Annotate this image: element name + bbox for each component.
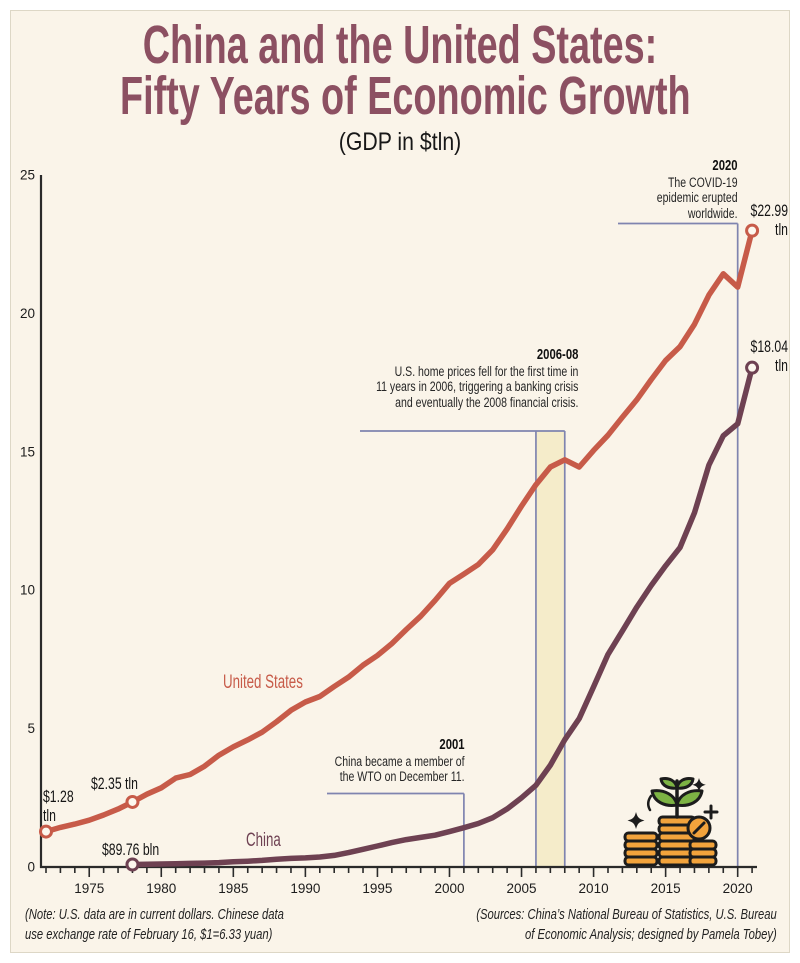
plant-icon — [647, 777, 704, 819]
y-tick-label: 5 — [27, 721, 35, 736]
annotation-covid-line: worldwide. — [688, 205, 738, 221]
annotation-covid-year: 2020 — [712, 158, 738, 174]
data-marker — [125, 794, 140, 809]
sparkle-icons — [627, 778, 719, 829]
us-line — [43, 227, 755, 835]
chart-layer: 1975 1980 1985 1990 1995 2000 2005 2010 2015 2020… — [20, 168, 760, 896]
annotation-crisis-line: and eventually the 2008 financial crisis… — [394, 394, 578, 410]
annotation-crisis-line: 11 years in 2006, triggering a banking c… — [375, 379, 578, 394]
annotation-covid-2020: 2020 The COVID-19 epidemic erupted world… — [657, 158, 738, 221]
annotation-wto-2001: 2001 China became a member of the WTO on… — [335, 737, 465, 785]
annotation-crisis-line: U.S. home prices fell for the first time… — [394, 363, 578, 379]
x-tick-label: 2005 — [507, 881, 537, 896]
annotation-crisis-year: 2006-08 — [536, 347, 578, 363]
poster-subtitle: (GDP in $tln) — [338, 128, 462, 156]
title-line-2: Fifty Years of Economic Growth — [120, 66, 691, 126]
x-tick-label: 1980 — [146, 881, 176, 896]
x-tick-label: 1995 — [362, 881, 392, 896]
annotation-wto-year: 2001 — [439, 737, 465, 753]
x-tick-label: 2000 — [434, 881, 464, 896]
annotation-covid-line: The COVID-19 — [668, 174, 738, 190]
x-tick-label: 1985 — [218, 881, 248, 896]
footnote-note-line: use exchange rate of February 16, $1=6.3… — [25, 925, 273, 943]
x-tick-label: 2015 — [651, 881, 681, 896]
series-label-china: China — [246, 830, 281, 851]
value-label-china-2021: $18.04 tln — [751, 337, 788, 375]
money-growth-icon — [623, 777, 719, 867]
value-label-us-1972-amount: $1.28 — [43, 787, 74, 806]
y-tick-label: 20 — [20, 306, 35, 321]
value-label-us-2021: $22.99 tln — [751, 201, 788, 239]
value-label-us-2021-amount: $22.99 — [750, 201, 788, 220]
value-label-us-1972-unit: tln — [43, 806, 56, 825]
value-label-china-1978: $89.76 bln — [102, 840, 160, 859]
annotation-wto-line: China became a member of — [335, 753, 465, 769]
china-line — [129, 364, 755, 868]
series-label-united-states: United States — [223, 672, 303, 693]
coin-stack-left — [623, 831, 659, 867]
value-label-us-1978: $2.35 tln — [91, 774, 138, 793]
footnote-note-line: (Note: U.S. data are in current dollars.… — [25, 906, 284, 923]
value-label-china-2021-amount: $18.04 — [750, 337, 788, 356]
x-tick-label: 2010 — [579, 881, 609, 896]
value-label-china-2021-unit: tln — [775, 356, 788, 375]
footnote-note: (Note: U.S. data are in current dollars.… — [25, 905, 284, 944]
data-marker — [125, 857, 140, 872]
data-marker — [745, 360, 760, 375]
poster-title: China and the United States: Fifty Years… — [120, 15, 691, 126]
crisis-band — [535, 431, 565, 867]
annotation-covid-line: epidemic erupted — [657, 190, 738, 205]
footnote-sources-line: (Sources: China’s National Bureau of Sta… — [476, 906, 777, 923]
data-marker — [745, 223, 760, 238]
annotation-wto-line: the WTO on December 11. — [340, 769, 465, 784]
y-tick-label: 0 — [27, 860, 35, 875]
coin-stack-middle — [657, 815, 697, 867]
data-marker — [39, 824, 53, 839]
value-label-us-1972: $1.28 tln — [43, 787, 74, 825]
title-line-1: China and the United States: — [142, 15, 658, 75]
x-tick-label: 1990 — [290, 881, 320, 896]
footnote-sources: (Sources: China’s National Bureau of Sta… — [476, 905, 777, 944]
coin-stack-right — [688, 839, 718, 867]
x-tick-label: 2020 — [723, 881, 753, 896]
x-tick-label: 1975 — [74, 881, 104, 896]
y-tick-label: 15 — [20, 444, 35, 459]
y-tick-label: 25 — [20, 168, 35, 183]
footnote-sources-line: of Economic Analysis; designed by Pamela… — [525, 925, 777, 943]
coin-icon — [686, 815, 712, 841]
y-tick-label: 10 — [20, 583, 35, 598]
annotation-financial-crisis: 2006-08 U.S. home prices fell for the fi… — [375, 347, 578, 410]
value-label-us-2021-unit: tln — [775, 220, 788, 239]
